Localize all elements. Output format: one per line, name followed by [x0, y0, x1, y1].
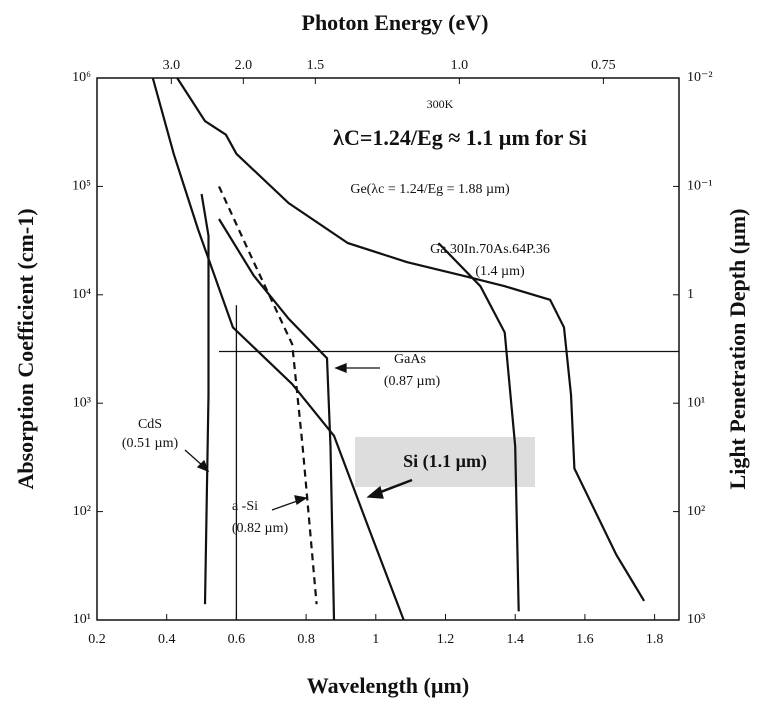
- plot-frame: [96, 77, 680, 621]
- series-label: GaAs: [394, 352, 426, 367]
- series-label: CdS: [138, 417, 162, 432]
- y-tick-label: 10⁵: [72, 179, 91, 194]
- curve: [151, 77, 405, 621]
- series-note: (0.87 µm): [384, 374, 441, 389]
- y-tick-label: 10¹: [73, 612, 91, 627]
- y2-tick-label: 1: [687, 287, 694, 302]
- x2-tick-label: 2.0: [235, 58, 253, 73]
- series-label: a -Si: [232, 499, 258, 514]
- x-tick-label: 1: [372, 632, 379, 647]
- x-axis-title: Wavelength (µm): [307, 673, 469, 698]
- y2-tick-label: 10³: [687, 612, 705, 627]
- x-tick-label: 0.4: [158, 632, 176, 647]
- y2-tick-label: 10⁻¹: [687, 179, 713, 194]
- y2-axis-title: Light Penetration Depth (µm): [725, 209, 750, 490]
- y2-tick-label: 10²: [687, 504, 705, 519]
- x-tick-label: 1.4: [506, 632, 524, 647]
- series-note: (1.4 µm): [475, 264, 525, 279]
- y-tick-label: 10²: [73, 504, 91, 519]
- x-tick-label: 0.2: [88, 632, 106, 647]
- arrows: [184, 363, 413, 511]
- curve: [218, 185, 318, 605]
- series-note: (0.51 µm): [122, 436, 179, 451]
- annotation: 300K: [427, 97, 454, 111]
- y-axis-title: Absorption Coefficient (cm-1): [13, 208, 38, 489]
- highlight-box: [355, 437, 535, 487]
- x2-tick-label: 3.0: [163, 58, 181, 73]
- x2-tick-label: 0.75: [591, 58, 616, 73]
- x-tick-label: 1.8: [646, 632, 664, 647]
- curve: [176, 77, 646, 602]
- top-axis-title: Photon Energy (eV): [302, 10, 489, 35]
- x2-tick-label: 1.0: [451, 58, 469, 73]
- curve: [437, 242, 520, 612]
- y2-tick-label: 10⁻²: [687, 70, 713, 85]
- annotation: λC=1.24/Eg ≈ 1.1 µm for Si: [333, 125, 587, 150]
- y-tick-label: 10⁶: [72, 70, 91, 85]
- series-note: (0.82 µm): [232, 521, 289, 536]
- x-tick-label: 1.2: [437, 632, 455, 647]
- x-tick-label: 1.6: [576, 632, 594, 647]
- y-tick-label: 10⁴: [72, 287, 91, 302]
- y2-tick-label: 10¹: [687, 395, 705, 410]
- y-tick-label: 10³: [73, 395, 91, 410]
- x-tick-label: 0.6: [228, 632, 246, 647]
- series-label: Si (1.1 µm): [403, 451, 487, 472]
- series-label: Ge(λc = 1.24/Eg = 1.88 µm): [350, 182, 510, 197]
- series-label: Ga.30In.70As.64P.36: [430, 242, 550, 257]
- curve: [218, 218, 336, 621]
- x2-tick-label: 1.5: [307, 58, 325, 73]
- x-tick-label: 0.8: [297, 632, 315, 647]
- curve: [200, 193, 210, 605]
